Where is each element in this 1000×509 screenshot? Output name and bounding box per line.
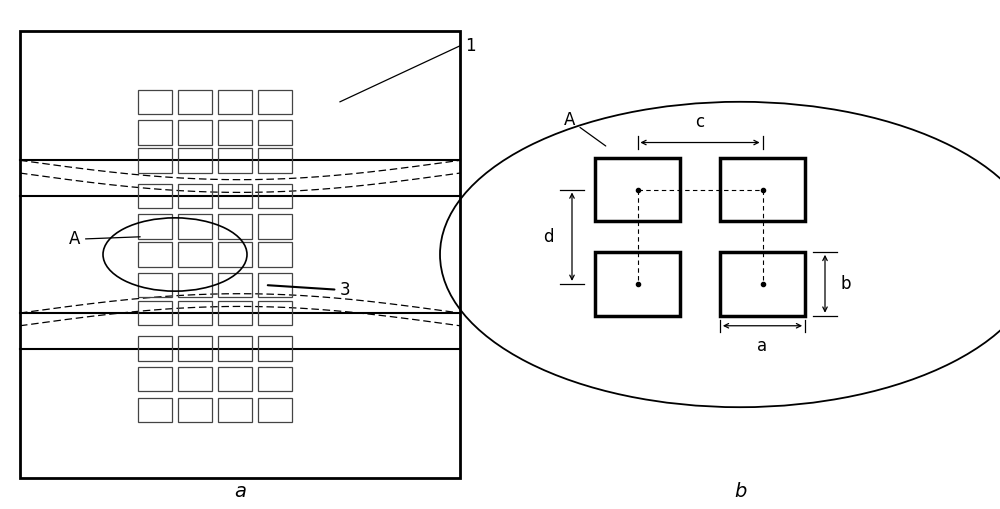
Bar: [138, 120, 172, 145]
Text: d: d: [543, 228, 554, 246]
Bar: [178, 148, 212, 173]
Bar: [218, 242, 252, 267]
Bar: [138, 148, 172, 173]
Bar: [178, 336, 212, 361]
Bar: [20, 31, 460, 478]
Bar: [178, 184, 212, 208]
Bar: [218, 90, 252, 114]
Text: 3: 3: [268, 281, 351, 299]
Bar: [258, 273, 292, 297]
Bar: [258, 120, 292, 145]
Bar: [258, 184, 292, 208]
Bar: [258, 301, 292, 325]
Bar: [138, 301, 172, 325]
Text: A: A: [69, 230, 140, 248]
Text: c: c: [695, 114, 705, 131]
Bar: [218, 301, 252, 325]
Bar: [138, 242, 172, 267]
Bar: [138, 184, 172, 208]
Bar: [138, 90, 172, 114]
Bar: [138, 273, 172, 297]
Bar: [258, 90, 292, 114]
Text: 1: 1: [465, 37, 476, 55]
Bar: [218, 214, 252, 239]
Bar: [138, 398, 172, 422]
Bar: [258, 242, 292, 267]
Bar: [218, 336, 252, 361]
Bar: [595, 158, 680, 221]
Bar: [218, 184, 252, 208]
Bar: [178, 90, 212, 114]
Bar: [218, 120, 252, 145]
Bar: [595, 252, 680, 316]
Bar: [178, 273, 212, 297]
Bar: [178, 242, 212, 267]
Bar: [258, 367, 292, 391]
Bar: [138, 336, 172, 361]
Bar: [178, 398, 212, 422]
Text: A: A: [564, 110, 606, 146]
Bar: [258, 148, 292, 173]
Bar: [720, 252, 805, 316]
Bar: [720, 158, 805, 221]
Bar: [138, 367, 172, 391]
Bar: [138, 214, 172, 239]
Bar: [258, 336, 292, 361]
Text: a: a: [234, 483, 246, 501]
Bar: [178, 367, 212, 391]
Bar: [258, 214, 292, 239]
Text: a: a: [757, 337, 768, 355]
Bar: [178, 214, 212, 239]
Bar: [218, 273, 252, 297]
Bar: [178, 301, 212, 325]
Bar: [178, 120, 212, 145]
Text: b: b: [734, 483, 746, 501]
Text: b: b: [840, 275, 850, 293]
Bar: [218, 148, 252, 173]
Bar: [258, 398, 292, 422]
Bar: [218, 367, 252, 391]
Bar: [218, 398, 252, 422]
